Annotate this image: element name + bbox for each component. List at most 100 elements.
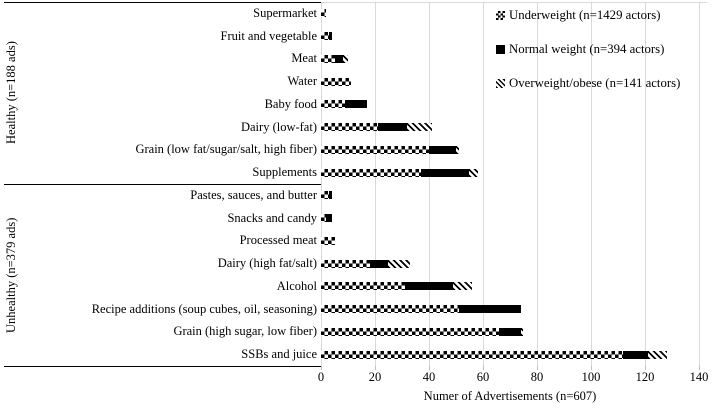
category-label: Supplements bbox=[252, 165, 317, 180]
bar-segment bbox=[404, 282, 454, 291]
gridline-x-0 bbox=[321, 2, 322, 366]
bar-segment bbox=[321, 305, 459, 314]
gridline-x-20 bbox=[375, 2, 376, 366]
bar-segment bbox=[321, 350, 624, 359]
bar-segment bbox=[321, 168, 421, 177]
bar-segment bbox=[469, 168, 478, 177]
bar-segment bbox=[520, 327, 524, 336]
bar-row bbox=[321, 9, 327, 18]
tick-mark-x-120 bbox=[645, 366, 646, 370]
bar-segment bbox=[623, 350, 648, 359]
tick-mark-x-20 bbox=[375, 366, 376, 370]
category-label: SSBs and juice bbox=[241, 347, 317, 362]
bar-segment bbox=[458, 305, 521, 314]
gridline-x-60 bbox=[483, 2, 484, 366]
bar-segment bbox=[321, 145, 429, 154]
gridline-x-80 bbox=[537, 2, 538, 366]
category-label: Meat bbox=[291, 51, 317, 66]
bar-segment bbox=[321, 9, 327, 18]
category-label: Dairy (low-fat) bbox=[240, 119, 317, 134]
bar-segment bbox=[453, 282, 473, 291]
bar-segment bbox=[321, 327, 500, 336]
legend-label: Overweight/obese (n=141 actors) bbox=[509, 76, 681, 90]
tick-mark-x-0 bbox=[321, 366, 322, 370]
legend-label: Normal weight (n=394 actors) bbox=[509, 42, 665, 56]
category-label: Fruit and vegetable bbox=[220, 28, 318, 43]
category-label: Snacks and candy bbox=[227, 210, 317, 225]
category-label: Dairy (high fat/salt) bbox=[217, 256, 317, 271]
gridline-x-140 bbox=[699, 2, 700, 366]
x-axis-title: Numer of Advertisements (n=607) bbox=[423, 389, 597, 403]
x-tick-label: 140 bbox=[689, 370, 709, 384]
bar-row bbox=[321, 282, 473, 291]
bar-segment bbox=[420, 168, 470, 177]
bar-segment bbox=[377, 123, 408, 132]
gridline-x-40 bbox=[429, 2, 430, 366]
category-label: Supermarket bbox=[253, 5, 317, 20]
group-separator-line bbox=[4, 2, 321, 3]
group-separator-line bbox=[4, 366, 321, 367]
legend-marker-checkerboard-icon bbox=[496, 11, 505, 20]
category-label: Recipe additions (soup cubes, oil, seaso… bbox=[91, 301, 317, 316]
category-label: Processed meat bbox=[239, 233, 317, 248]
bar-segment bbox=[334, 54, 343, 63]
category-label: Grain (low fat/sugar/salt, high fiber) bbox=[135, 142, 317, 157]
x-tick-label: 80 bbox=[530, 370, 544, 384]
bar-segment bbox=[329, 191, 332, 200]
bar-row bbox=[321, 100, 367, 109]
bar-row bbox=[321, 350, 667, 359]
category-label: Grain (high sugar, low fiber) bbox=[173, 324, 317, 339]
x-tick-label: 60 bbox=[476, 370, 490, 384]
tick-mark-x-60 bbox=[483, 366, 484, 370]
legend-item: Overweight/obese (n=141 actors) bbox=[496, 75, 680, 92]
x-tick-label: 20 bbox=[368, 370, 382, 384]
gridline-x-100 bbox=[591, 2, 592, 366]
bar-row bbox=[321, 214, 332, 223]
category-label: Water bbox=[287, 74, 317, 89]
bar-segment bbox=[407, 123, 432, 132]
bar-segment bbox=[329, 32, 332, 41]
bar-segment bbox=[456, 145, 459, 154]
legend-marker-solid-icon bbox=[496, 45, 505, 54]
bar-segment bbox=[647, 350, 667, 359]
bar-segment bbox=[429, 145, 456, 154]
tick-mark-x-40 bbox=[429, 366, 430, 370]
group-separator-line bbox=[4, 184, 321, 185]
x-tick-label: 100 bbox=[581, 370, 601, 384]
bar-row bbox=[321, 191, 332, 200]
bar-segment bbox=[388, 259, 411, 268]
legend-label: Underweight (n=1429 actors) bbox=[509, 8, 661, 22]
bar-segment bbox=[345, 100, 367, 109]
legend-item: Normal weight (n=394 actors) bbox=[496, 41, 680, 58]
gridline-x-120 bbox=[645, 2, 646, 366]
bar-segment bbox=[321, 54, 335, 63]
bar-row bbox=[321, 123, 432, 132]
category-label: Alcohol bbox=[276, 278, 317, 293]
bar-segment bbox=[369, 259, 389, 268]
legend-item: Underweight (n=1429 actors) bbox=[496, 7, 680, 24]
bar-row bbox=[321, 32, 332, 41]
bar-segment bbox=[321, 77, 351, 86]
bar-segment bbox=[321, 123, 378, 132]
bar-row bbox=[321, 168, 478, 177]
bar-segment bbox=[321, 191, 330, 200]
bar-segment bbox=[321, 282, 405, 291]
bar-row bbox=[321, 236, 335, 245]
plot-top-border bbox=[321, 2, 707, 3]
tick-mark-x-140 bbox=[699, 366, 700, 370]
bar-row bbox=[321, 327, 524, 336]
category-label: Pastes, sauces, and butter bbox=[190, 187, 317, 202]
bar-row bbox=[321, 77, 351, 86]
x-tick-label: 120 bbox=[635, 370, 655, 384]
x-tick-label: 0 bbox=[317, 370, 325, 384]
x-tick-label: 40 bbox=[422, 370, 436, 384]
legend: Underweight (n=1429 actors) Normal weight… bbox=[496, 7, 680, 109]
bar-row bbox=[321, 54, 348, 63]
bar-segment bbox=[321, 32, 330, 41]
bar-segment bbox=[326, 214, 332, 223]
bar-row bbox=[321, 259, 411, 268]
tick-mark-x-100 bbox=[591, 366, 592, 370]
bar-segment bbox=[321, 236, 335, 245]
legend-marker-diagonal-stripes-icon bbox=[496, 79, 505, 88]
